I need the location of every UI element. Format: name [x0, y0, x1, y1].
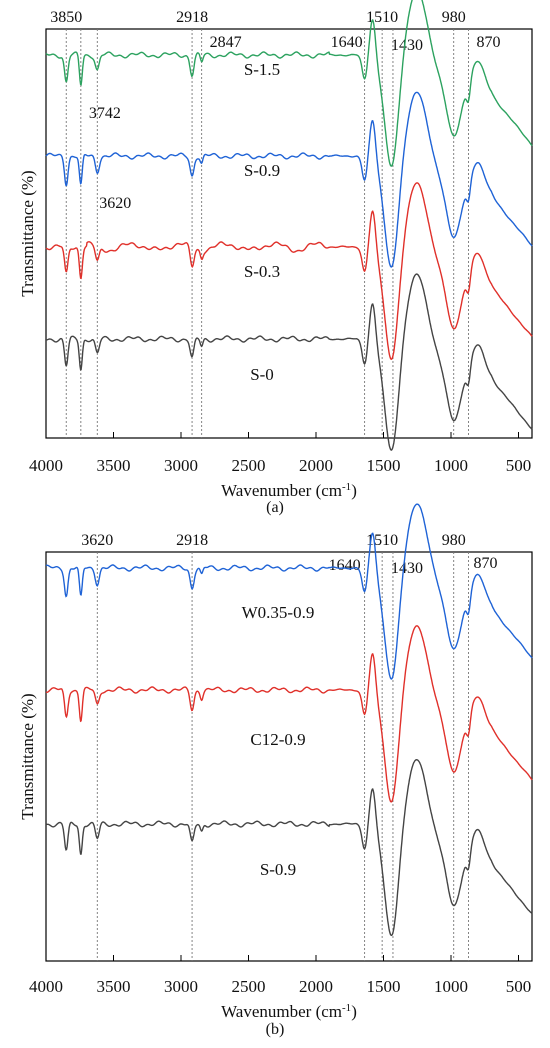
x-tick-label: 1000	[434, 977, 468, 996]
x-tick-label: 1000	[434, 456, 468, 475]
panel-label: (b)	[266, 1021, 285, 1038]
series-label: S-0	[250, 365, 274, 384]
chart-panel-a: 4000 3500 3000 2500 2000 1500 1000 500 Wavenumbe…	[18, 0, 533, 516]
panel-label: (a)	[266, 499, 284, 516]
peak-label: 2847	[210, 34, 242, 51]
series-label: W0.35-0.9	[242, 603, 315, 622]
series-label: S-0.3	[244, 262, 280, 281]
series-line	[46, 273, 533, 451]
peak-label: 870	[477, 34, 501, 51]
series-label: C12-0.9	[250, 730, 305, 749]
series-line	[45, 625, 533, 803]
peak-label: 3620	[99, 195, 131, 212]
x-axis-label: Wavenumber (cm-1)	[221, 481, 357, 500]
plot-frame	[45, 28, 533, 439]
x-tick-label: 4000	[29, 977, 63, 996]
x-tick-label: 2000	[299, 977, 333, 996]
x-tick-label: 1500	[367, 977, 401, 996]
peak-label: 980	[442, 9, 466, 26]
x-tick-label: 1500	[367, 456, 401, 475]
y-axis-label: Transmittance (%)	[18, 693, 37, 819]
x-tick-label: 3500	[97, 456, 131, 475]
peak-label: 3742	[89, 105, 121, 122]
peak-label: 1640	[329, 557, 361, 574]
peak-label: 1430	[391, 560, 423, 577]
series-line	[45, 182, 533, 360]
series-label: S-0.9	[244, 161, 280, 180]
peak-label: 3620	[81, 532, 113, 549]
x-tick-label: 4000	[29, 456, 63, 475]
x-tick-label: 2000	[299, 456, 333, 475]
peak-label: 870	[474, 555, 498, 572]
peak-label: 2918	[176, 532, 208, 549]
x-tick-label: 500	[506, 456, 532, 475]
peak-label: 980	[442, 532, 466, 549]
x-tick-label: 2500	[232, 977, 266, 996]
x-axis-label: Wavenumber (cm-1)	[221, 1002, 357, 1021]
chart-panel-b: 4000 3500 3000 2500 2000 1500 1000 500 Wavenumbe…	[18, 503, 533, 1038]
series-line	[45, 91, 533, 268]
x-tick-label: 2500	[232, 456, 266, 475]
peak-label: 1430	[391, 37, 423, 54]
peak-label: 1510	[366, 9, 398, 26]
x-tick-label: 3000	[164, 456, 198, 475]
series-line	[45, 0, 533, 167]
plot-frame	[45, 551, 533, 962]
series-label: S-0.9	[260, 860, 296, 879]
peak-label: 3850	[50, 9, 82, 26]
x-tick-label: 3000	[164, 977, 198, 996]
y-axis-label: Transmittance (%)	[18, 170, 37, 296]
x-tick-label: 3500	[97, 977, 131, 996]
series-line	[45, 503, 533, 680]
series-label: S-1.5	[244, 60, 280, 79]
peak-label: 2918	[176, 9, 208, 26]
peak-label: 1640	[331, 34, 363, 51]
series-line	[45, 758, 533, 937]
x-tick-label: 500	[506, 977, 532, 996]
